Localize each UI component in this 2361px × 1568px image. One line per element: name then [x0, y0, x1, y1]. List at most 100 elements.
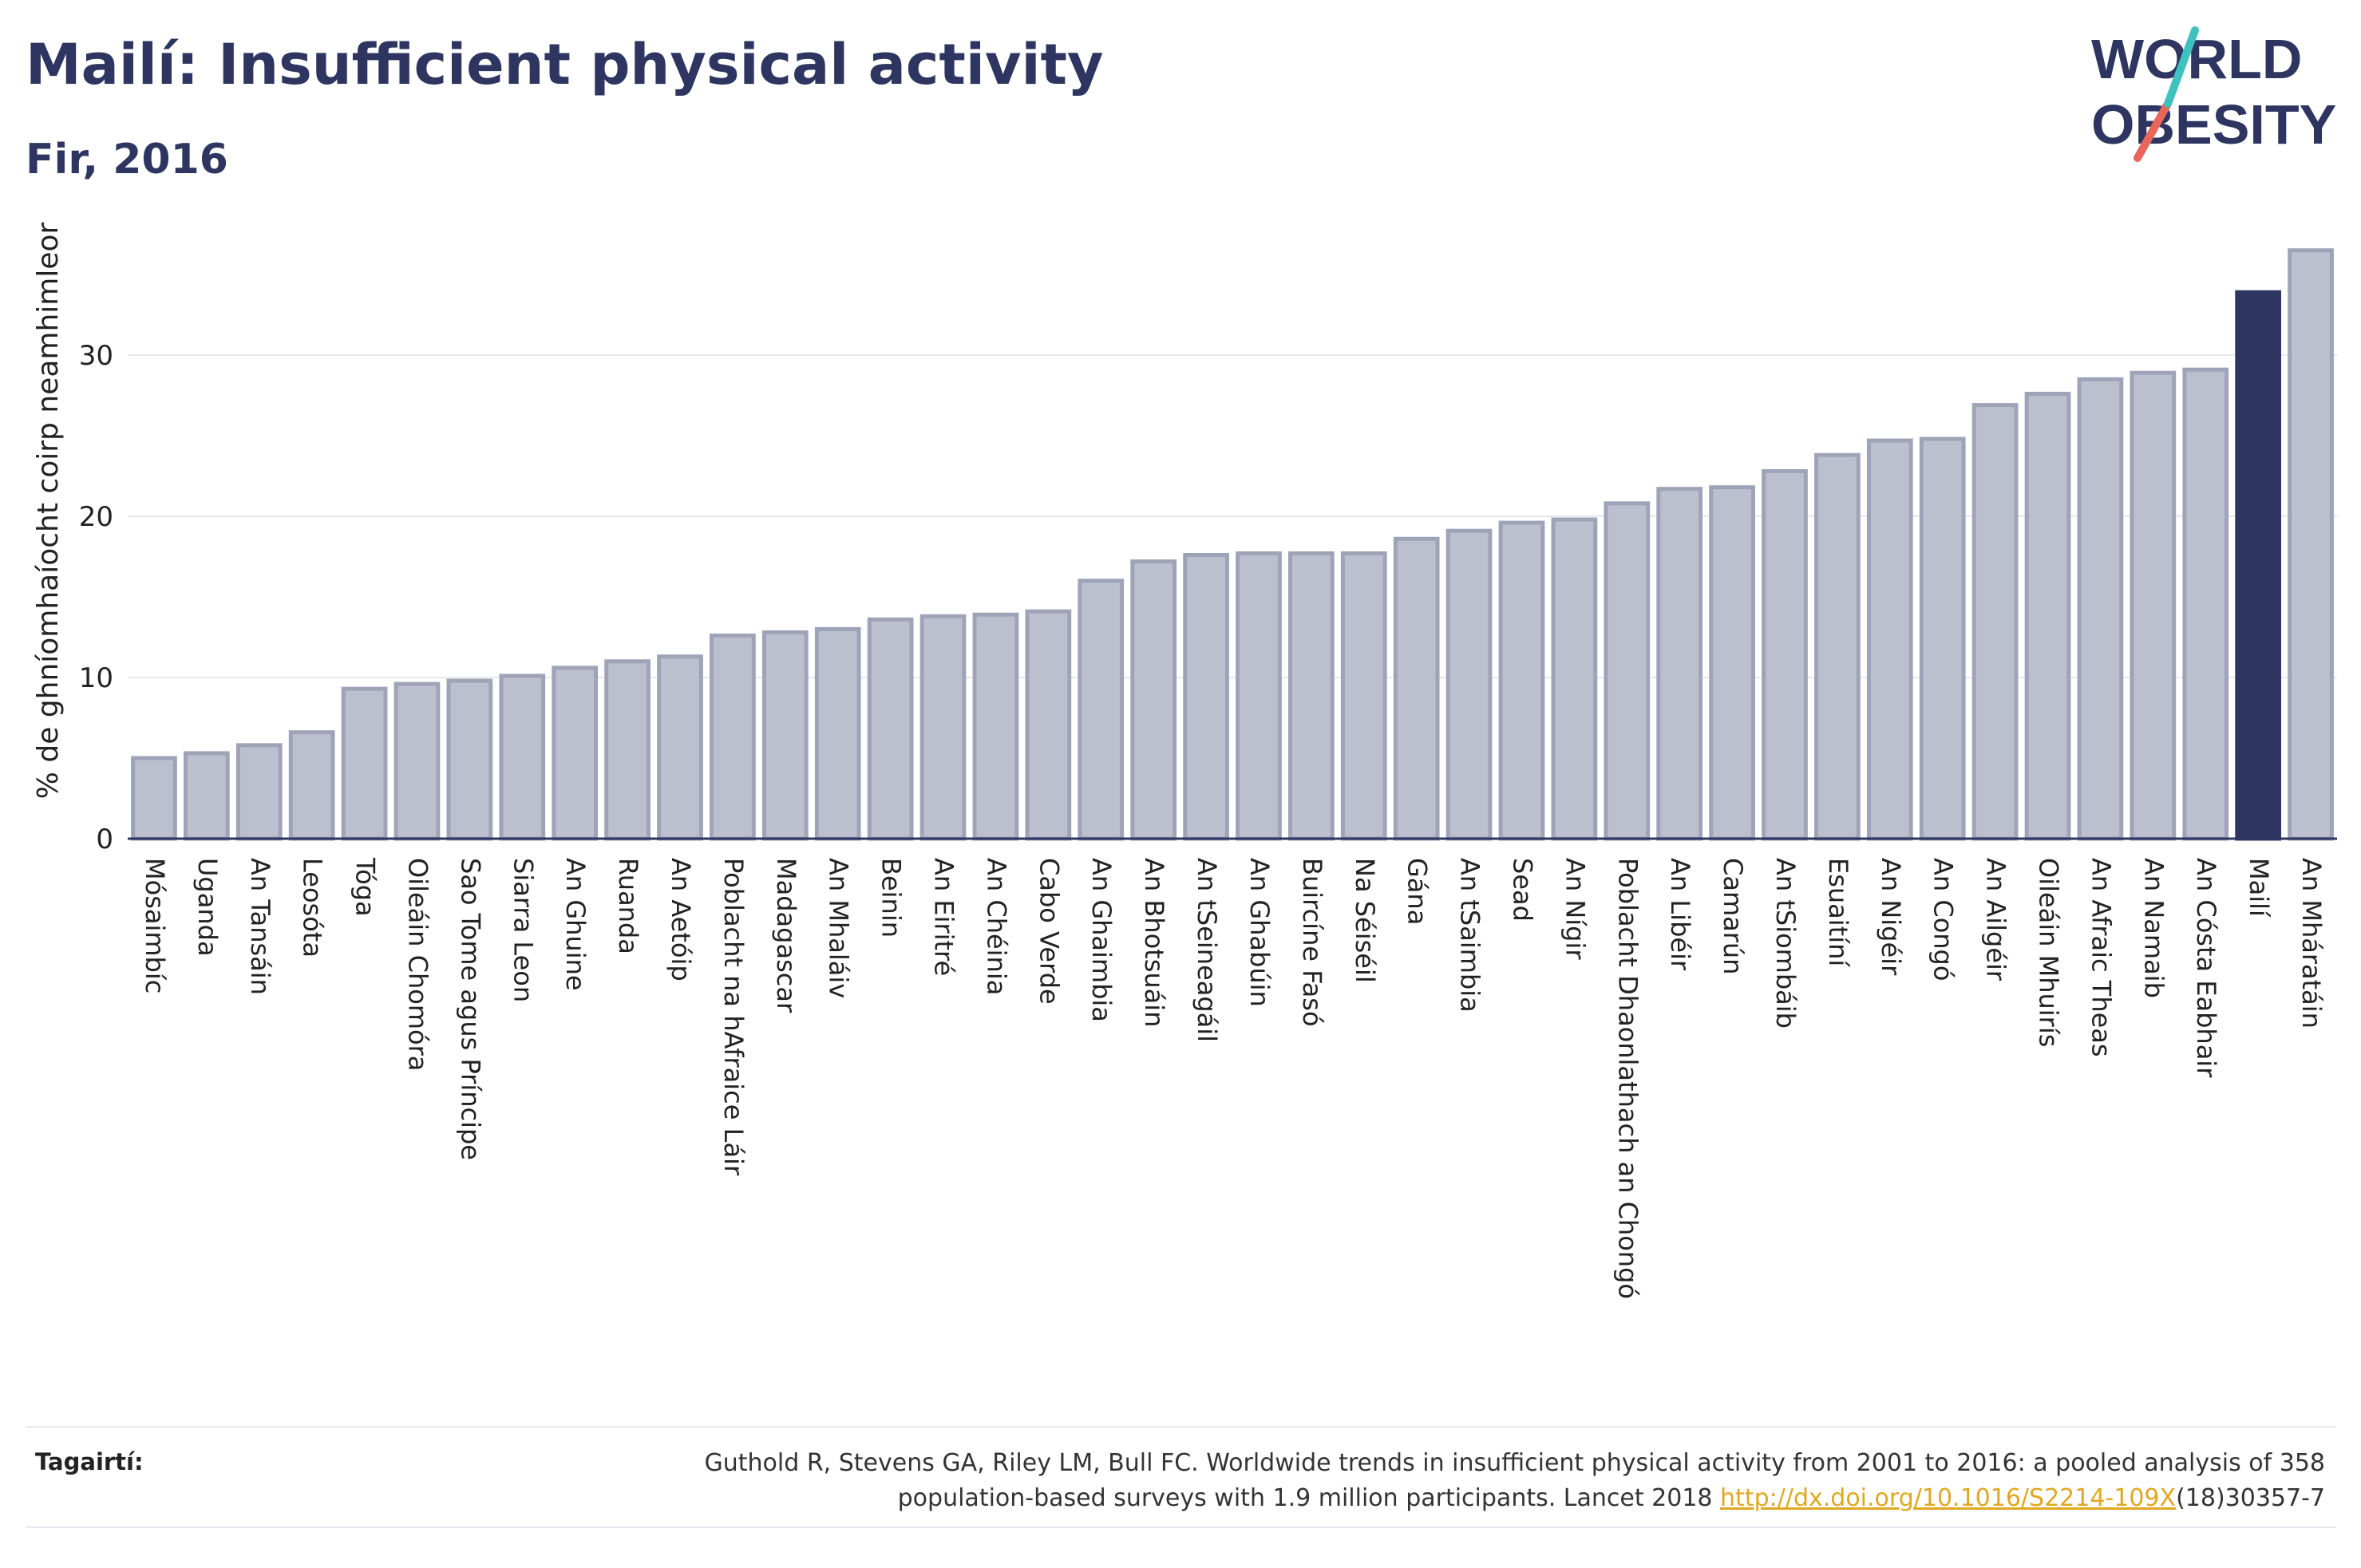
- bar: [1866, 438, 1913, 841]
- x-tick-label: An Aetóip: [666, 858, 696, 981]
- x-tick-label: Gána: [1402, 858, 1433, 925]
- bar: [604, 659, 651, 841]
- x-tick-label: An Chéinia: [981, 858, 1011, 995]
- x-tick-label: An Tansáin: [245, 858, 275, 995]
- x-tick-label: An tSeineagáil: [1192, 858, 1222, 1042]
- bar: [183, 751, 230, 841]
- grid-layer: [128, 354, 2337, 678]
- bar: [131, 756, 177, 841]
- x-tick-label: Sead: [1507, 858, 1537, 922]
- bar: [1078, 579, 1125, 841]
- bar: [1551, 517, 1598, 841]
- bar: [446, 678, 493, 841]
- x-tick-label: Tóga: [350, 857, 381, 917]
- x-tick-label: An Ailgéir: [1981, 858, 2011, 981]
- x-tick-label: Poblacht Dhaonlathach an Chongó: [1612, 858, 1643, 1299]
- x-tick-label: An Congó: [1928, 858, 1959, 981]
- x-tick-label: Siarra Leon: [508, 858, 538, 1002]
- citation-end: (18)30357-7: [2176, 1484, 2325, 1512]
- bar-chart: 0 10 20 30 Mósaimbíc Uganda An Tansáin Leosóta T…: [32, 222, 2337, 1299]
- bar: [2288, 248, 2334, 841]
- bar: [761, 630, 809, 841]
- y-tick-label: 0: [96, 823, 113, 855]
- doi-link[interactable]: http://dx.doi.org/10.1016/S2214-109X: [1720, 1484, 2177, 1512]
- bar: [1445, 528, 1493, 841]
- bar: [2024, 391, 2071, 841]
- y-tick-label: 10: [79, 662, 113, 694]
- references-label: Tagairtí:: [35, 1448, 144, 1475]
- bar: [552, 666, 599, 841]
- x-tick-label: An Afraic Theas: [2086, 858, 2116, 1057]
- x-tick-label: Mailí: [2244, 858, 2274, 918]
- x-tick-label: Oileáin Mhuirís: [2034, 858, 2064, 1047]
- page-title: Mailí: Insufficient physical activity: [26, 32, 1104, 97]
- x-tick-label: An Eiritré: [929, 858, 959, 976]
- x-tick-label: An tSiombáib: [1770, 858, 1801, 1029]
- footer-divider-top: [26, 1426, 2335, 1428]
- x-tick-label: An Mháratáin: [2296, 858, 2327, 1029]
- references-citation: Guthold R, Stevens GA, Riley LM, Bull FC…: [489, 1446, 2325, 1516]
- bar: [2077, 377, 2124, 841]
- bar: [341, 686, 388, 841]
- world-obesity-logo: WORLD OBESITY: [2091, 26, 2336, 162]
- bar: [2130, 370, 2177, 841]
- x-tick-label: Camarún: [1718, 858, 1748, 974]
- y-tick-label: 20: [79, 501, 113, 533]
- bar: [1287, 551, 1335, 841]
- y-tick-label: 30: [79, 340, 113, 372]
- x-tick-label: Buircíne Fasó: [1297, 858, 1327, 1027]
- y-axis-title: % de ghníomhaíocht coirp neamhimleor: [32, 222, 65, 799]
- bar: [1025, 609, 1072, 841]
- bar: [1709, 485, 1755, 841]
- citation-line1: Guthold R, Stevens GA, Riley LM, Bull FC…: [704, 1449, 2325, 1477]
- bar: [919, 614, 967, 841]
- bar: [1971, 403, 2019, 841]
- x-tick-label: An Ghuine: [560, 858, 591, 991]
- bar: [1393, 536, 1440, 841]
- bar: [1919, 436, 1966, 841]
- x-tick-label: An Ghabúin: [1244, 858, 1275, 1007]
- footer-divider-bottom: [26, 1527, 2335, 1528]
- x-tick-label: An tSaimbia: [1455, 858, 1485, 1013]
- bar: [1498, 520, 1545, 841]
- bar: [1130, 559, 1177, 841]
- bar: [657, 654, 703, 841]
- x-tick-label: Oileáin Chomóra: [402, 858, 433, 1071]
- bar: [235, 743, 283, 841]
- x-tick-label: An Nigéir: [1876, 858, 1906, 976]
- logo-line1: WORLD: [2091, 28, 2302, 90]
- bar: [1183, 552, 1229, 841]
- x-tick-label: An Nígir: [1560, 858, 1590, 960]
- x-tick-label: An Libéir: [1665, 858, 1695, 971]
- x-tick-label: Beinin: [876, 858, 907, 938]
- x-tick-label: An Cósta Eabhair: [2191, 858, 2221, 1078]
- x-tick-label: Madagascar: [771, 858, 801, 1013]
- logo-slash-teal: [2164, 26, 2199, 108]
- x-tick-label: Mósaimbíc: [140, 858, 170, 993]
- bar: [1762, 468, 1808, 841]
- bar: [1236, 551, 1282, 841]
- bar: [1604, 501, 1651, 841]
- bar: [394, 681, 441, 841]
- x-tick-label: An Bhotsuáin: [1139, 858, 1169, 1027]
- x-tick-label: Uganda: [192, 858, 223, 957]
- bar: [1656, 487, 1703, 841]
- citation-line2: population-based surveys with 1.9 millio…: [897, 1484, 1721, 1512]
- logo-slash-red: [2134, 100, 2172, 162]
- bar: [867, 617, 914, 841]
- x-tick-label: An Ghaimbia: [1086, 858, 1117, 1022]
- x-tick-label: Cabo Verde: [1034, 858, 1064, 1005]
- x-tick-label: An Namaib: [2138, 858, 2169, 998]
- bar-layer: [131, 248, 2334, 841]
- label-layer: 0 10 20 30 Mósaimbíc Uganda An Tansáin Leosóta T…: [79, 340, 2327, 1299]
- x-tick-label: An Mhaláiv: [824, 858, 854, 998]
- bar: [499, 673, 546, 841]
- x-tick-label: Ruanda: [613, 858, 643, 954]
- bar: [1814, 452, 1861, 841]
- x-tick-label: Esuaitíní: [1823, 858, 1853, 967]
- bar: [288, 730, 335, 841]
- x-tick-label: Leosóta: [298, 858, 328, 958]
- bar: [814, 626, 861, 841]
- bar: [2182, 367, 2229, 841]
- x-tick-label: Poblacht na hAfraice Láir: [718, 858, 749, 1176]
